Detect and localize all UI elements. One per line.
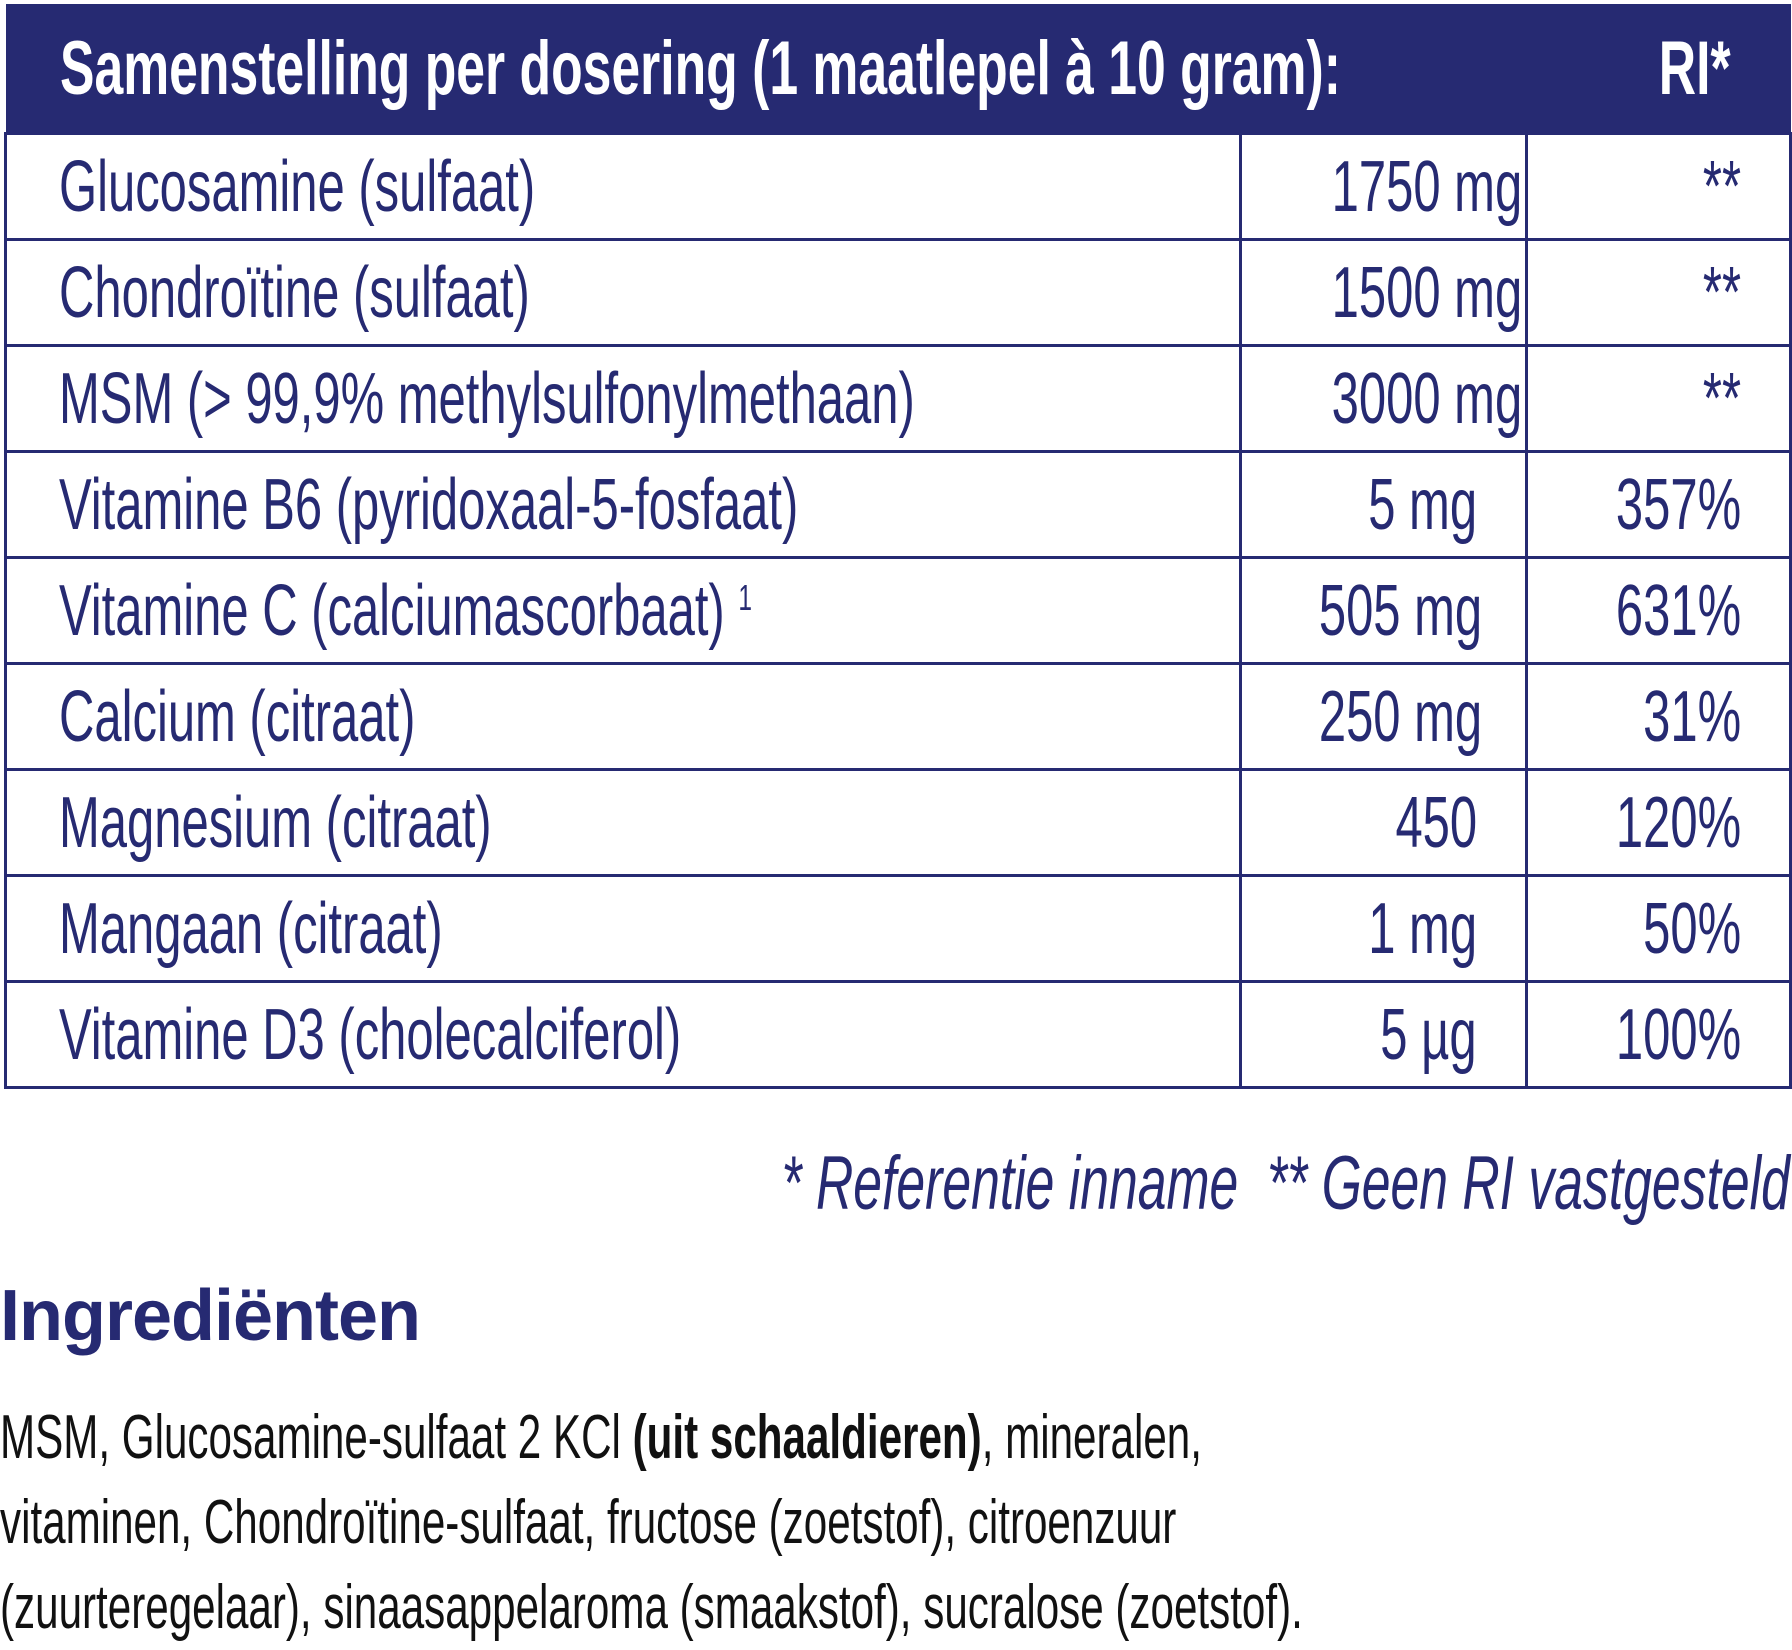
nutrient-amount: 5 µg [1239, 980, 1528, 1089]
table-row: Mangaan (citraat) 1 mg 50% [4, 874, 1792, 983]
table-row: Magnesium (citraat) 450 120% [4, 768, 1792, 877]
table-row: Chondroïtine (sulfaat) 1500 mg ** [4, 238, 1792, 347]
header-title: Samenstelling per dosering (1 maatlepel … [5, 4, 1527, 134]
nutrient-ri: 100% [1525, 980, 1792, 1089]
nutrient-amount: 1500 mg [1239, 238, 1528, 347]
table-row: MSM (> 99,9% methylsulfonylmethaan) 3000… [4, 344, 1792, 453]
nutrient-name: Vitamine B6 (pyridoxaal-5-fosfaat) [4, 450, 1242, 559]
nutrient-name: Chondroïtine (sulfaat) [4, 238, 1242, 347]
nutrient-name: Magnesium (citraat) [4, 768, 1242, 877]
nutrient-name: Vitamine D3 (cholecalciferol) [4, 980, 1242, 1089]
nutrient-amount: 450 [1239, 768, 1528, 877]
nutrient-name: Mangaan (citraat) [4, 874, 1242, 983]
nutrient-name: Glucosamine (sulfaat) [4, 132, 1242, 241]
nutrient-ri: ** [1525, 238, 1792, 347]
nutrient-amount: 1750 mg [1239, 132, 1528, 241]
nutrient-name: MSM (> 99,9% methylsulfonylmethaan) [4, 344, 1242, 453]
nutrient-name: Vitamine C (calciumascorbaat) 1 [4, 556, 1242, 665]
nutrient-ri: ** [1525, 344, 1792, 453]
nutrient-ri: 120% [1525, 768, 1792, 877]
nutrient-amount: 505 mg [1239, 556, 1528, 665]
table-header: Samenstelling per dosering (1 maatlepel … [5, 4, 1791, 134]
table-row: Glucosamine (sulfaat) 1750 mg ** [4, 132, 1792, 241]
nutrient-amount: 5 mg [1239, 450, 1528, 559]
nutrient-name: Calcium (citraat) [4, 662, 1242, 771]
footnote: * Referentie inname ** Geen RI vastgeste… [781, 1141, 1790, 1226]
nutrient-ri: 50% [1525, 874, 1792, 983]
table-row: Vitamine B6 (pyridoxaal-5-fosfaat) 5 mg … [4, 450, 1792, 559]
nutrient-amount: 250 mg [1239, 662, 1528, 771]
nutrient-ri: 357% [1525, 450, 1792, 559]
table-row: Calcium (citraat) 250 mg 31% [4, 662, 1792, 771]
header-ri: RI* [1526, 4, 1791, 134]
nutrient-ri: ** [1525, 132, 1792, 241]
nutrient-amount: 1 mg [1239, 874, 1528, 983]
footnote-marker: 1 [738, 576, 752, 618]
ingredients-heading: Ingrediënten [0, 1276, 421, 1356]
nutrient-amount: 3000 mg [1239, 344, 1528, 453]
nutrient-ri: 631% [1525, 556, 1792, 665]
table-row: Vitamine D3 (cholecalciferol) 5 µg 100% [4, 980, 1792, 1089]
nutrient-ri: 31% [1525, 662, 1792, 771]
ingredients-text: MSM, Glucosamine-sulfaat 2 KCl (uit scha… [0, 1403, 1303, 1642]
composition-table: Samenstelling per dosering (1 maatlepel … [4, 4, 1792, 1089]
table-row: Vitamine C (calciumascorbaat) 1 505 mg 6… [4, 556, 1792, 665]
